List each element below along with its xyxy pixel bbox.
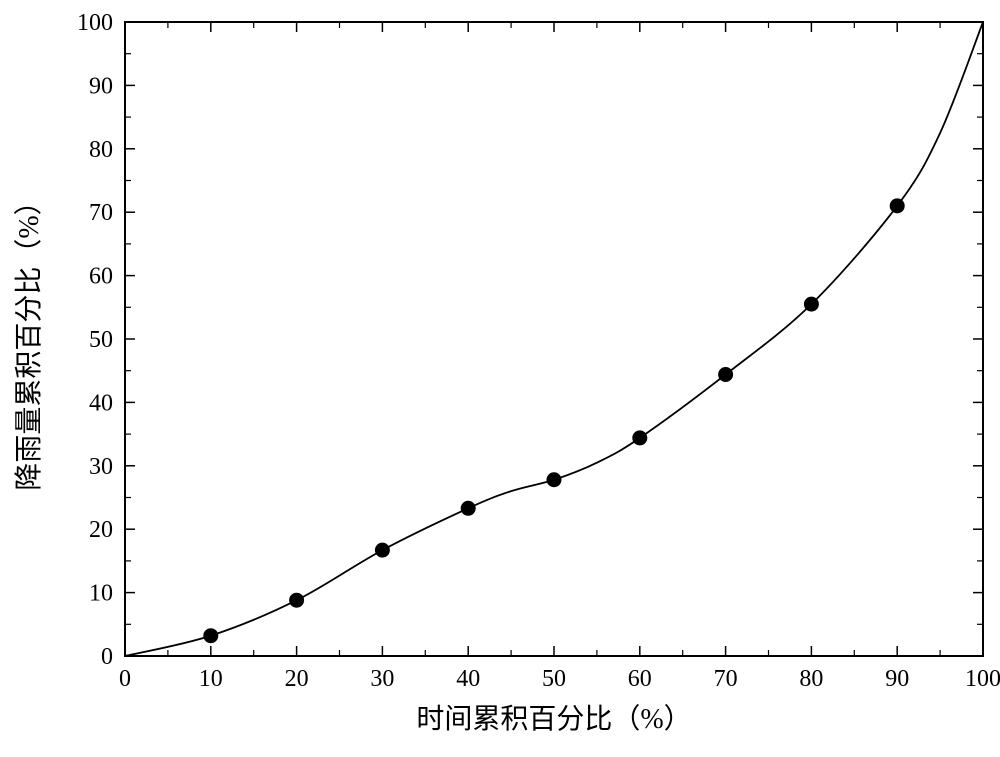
y-tick-label: 100 (77, 10, 113, 36)
x-axis-label: 时间累积百分比（%） (416, 703, 691, 735)
y-tick-label: 0 (101, 644, 113, 670)
x-axis-minor-ticks (168, 22, 940, 656)
x-axis-tick-labels: 0 10 20 30 40 50 60 70 80 90 100 (119, 666, 1000, 692)
plot-frame (125, 22, 983, 656)
y-axis-ticks (125, 22, 983, 656)
y-tick-label: 10 (89, 581, 113, 607)
data-marker (804, 297, 819, 312)
data-marker (718, 367, 733, 382)
y-tick-label: 50 (89, 327, 113, 353)
y-tick-label: 40 (89, 390, 113, 416)
data-marker (547, 472, 562, 487)
x-tick-label: 100 (965, 666, 1000, 692)
x-tick-label: 50 (542, 666, 566, 692)
series-markers (203, 198, 904, 643)
x-tick-label: 70 (714, 666, 738, 692)
x-tick-label: 0 (119, 666, 131, 692)
data-marker (461, 501, 476, 516)
y-axis-label: 降雨量累积百分比（%） (13, 187, 45, 490)
y-tick-label: 30 (89, 454, 113, 480)
data-marker (375, 543, 390, 558)
y-tick-label: 80 (89, 137, 113, 163)
series-line (125, 22, 983, 656)
y-tick-label: 90 (89, 73, 113, 99)
x-tick-label: 90 (885, 666, 909, 692)
x-tick-label: 10 (199, 666, 223, 692)
x-tick-label: 60 (628, 666, 652, 692)
data-marker (203, 628, 218, 643)
y-axis-tick-labels: 0 10 20 30 40 50 60 70 80 90 100 (77, 10, 113, 670)
x-tick-label: 40 (456, 666, 480, 692)
y-axis-minor-ticks (125, 54, 983, 625)
chart-svg: 0 10 20 30 40 50 60 70 80 90 100 0 10 20 30 40 50 60 70 80… (0, 0, 1000, 757)
y-tick-label: 20 (89, 517, 113, 543)
x-tick-label: 80 (799, 666, 823, 692)
data-marker (289, 593, 304, 608)
y-tick-label: 70 (89, 200, 113, 226)
x-tick-label: 20 (285, 666, 309, 692)
chart-container: 0 10 20 30 40 50 60 70 80 90 100 0 10 20 30 40 50 60 70 80… (0, 0, 1000, 757)
data-marker (890, 198, 905, 213)
x-tick-label: 30 (370, 666, 394, 692)
y-tick-label: 60 (89, 264, 113, 290)
x-axis-ticks (125, 22, 983, 656)
data-marker (632, 430, 647, 445)
